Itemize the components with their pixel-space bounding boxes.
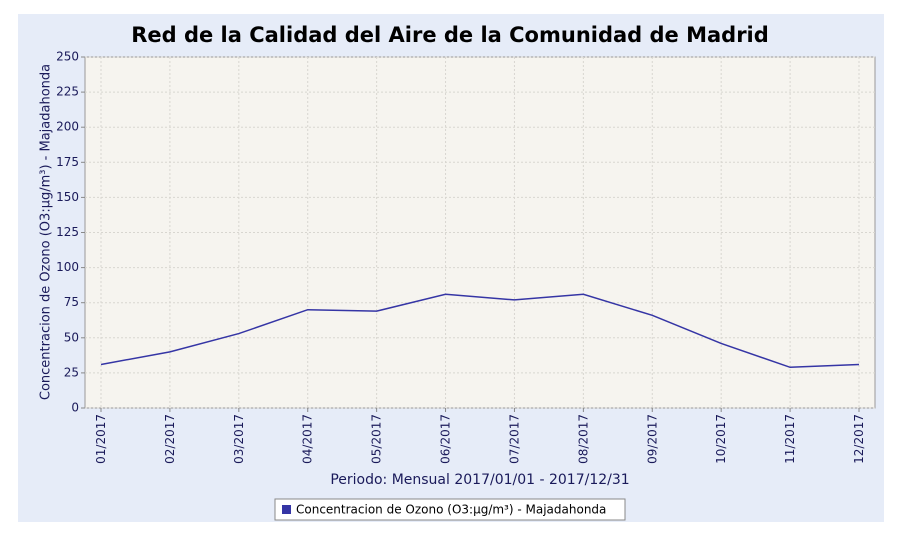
x-tick-label: 06/2017	[439, 414, 453, 464]
legend-label: Concentracion de Ozono (O3:µg/m³) - Maja…	[296, 503, 606, 517]
y-tick-label: 200	[56, 120, 79, 134]
x-tick-label: 07/2017	[507, 414, 521, 464]
x-tick-label: 02/2017	[163, 414, 177, 464]
x-tick-label: 10/2017	[714, 414, 728, 464]
y-tick-label: 125	[56, 225, 79, 239]
x-tick-label: 05/2017	[370, 414, 384, 464]
x-tick-label: 09/2017	[645, 414, 659, 464]
plot-area	[84, 56, 876, 409]
y-tick-label: 75	[64, 295, 79, 309]
x-tick-label: 01/2017	[94, 414, 108, 464]
x-axis-label: Periodo: Mensual 2017/01/01 - 2017/12/31	[330, 472, 629, 488]
x-tick-label: 11/2017	[783, 414, 797, 464]
y-axis-label: Concentracion de Ozono (O3:µg/m³) - Maja…	[39, 64, 54, 400]
legend	[274, 498, 626, 521]
y-tick-label: 50	[64, 330, 79, 344]
y-tick-label: 250	[56, 50, 79, 64]
y-tick-label: 175	[56, 155, 79, 169]
line-series	[100, 293, 860, 369]
x-tick-label: 08/2017	[576, 414, 590, 464]
y-tick-label: 225	[56, 85, 79, 99]
chart-title: Red de la Calidad del Aire de la Comunid…	[131, 23, 769, 47]
y-tick-label: 0	[71, 401, 79, 415]
y-tick-label: 150	[56, 190, 79, 204]
y-tick-label: 25	[64, 365, 79, 379]
x-tick-label: 04/2017	[301, 414, 315, 464]
legend-swatch	[282, 505, 291, 514]
x-tick-label: 03/2017	[232, 414, 246, 464]
y-tick-label: 100	[56, 260, 79, 274]
x-tick-label: 12/2017	[852, 414, 866, 464]
